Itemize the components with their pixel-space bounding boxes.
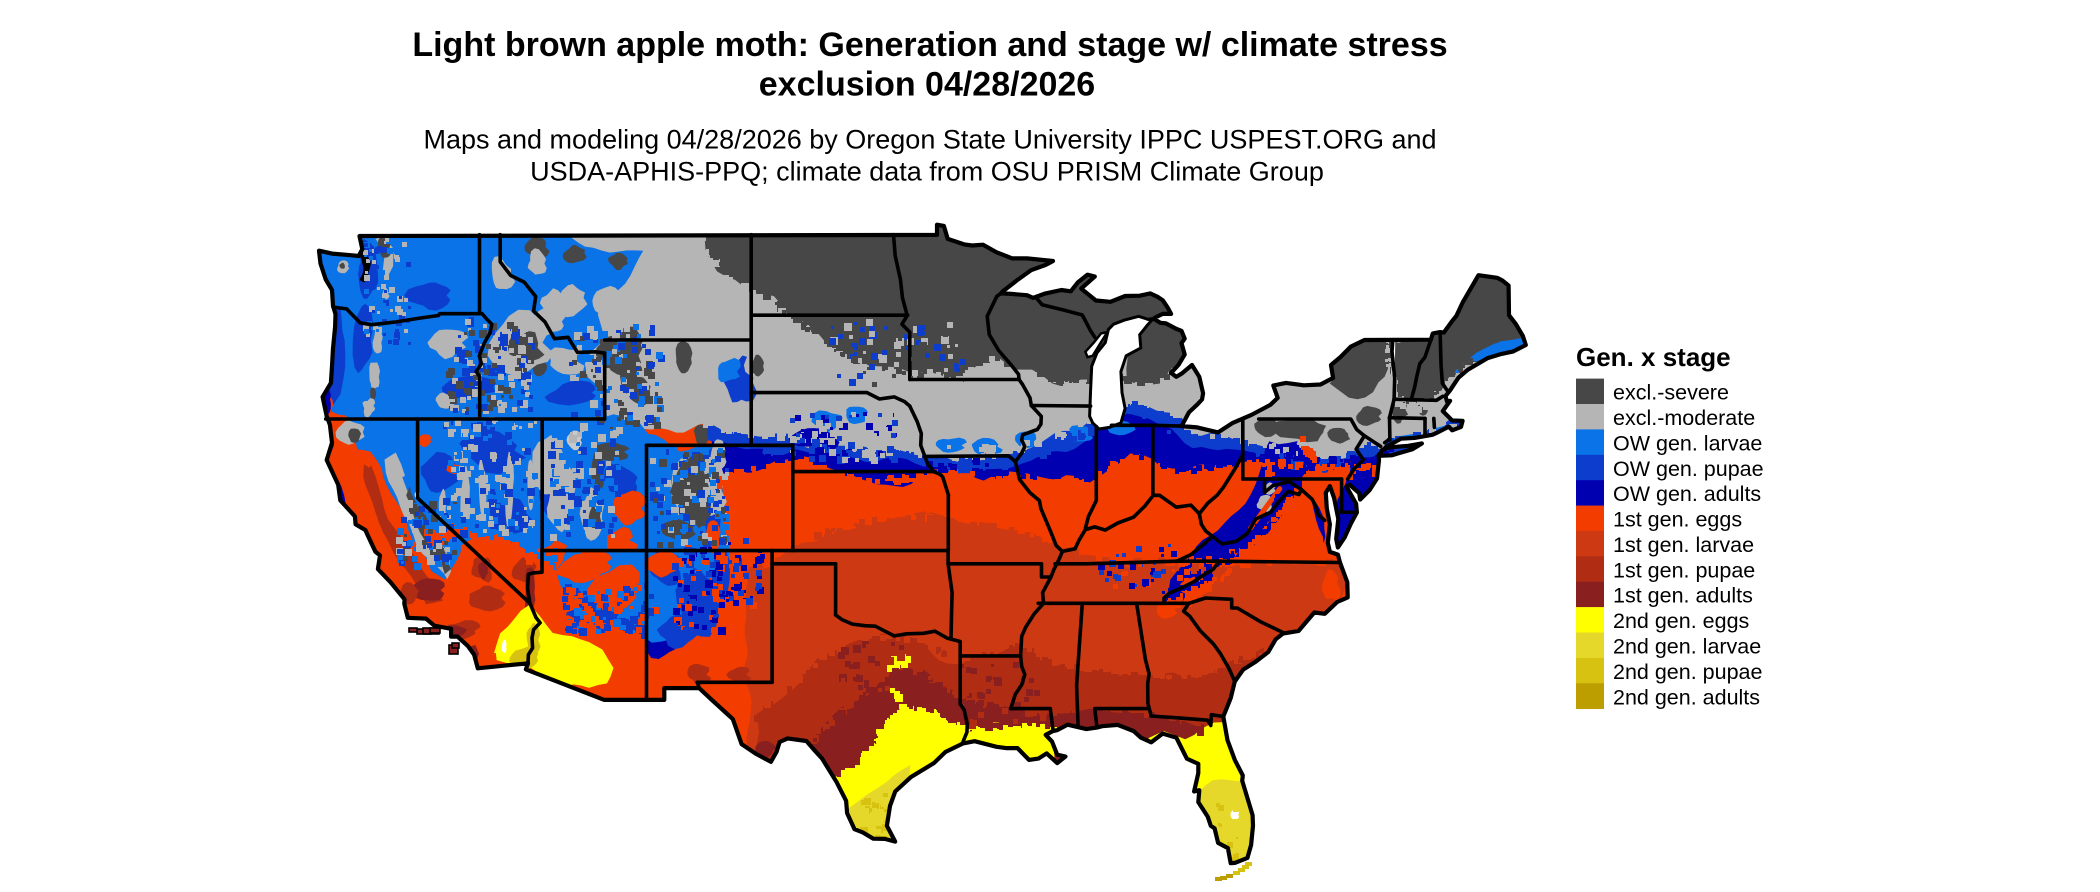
svg-text:2nd gen. eggs: 2nd gen. eggs: [1613, 609, 1749, 633]
svg-text:1st gen. eggs: 1st gen. eggs: [1613, 508, 1742, 532]
svg-text:Maps and modeling 04/28/2026 b: Maps and modeling 04/28/2026 by Oregon S…: [423, 125, 1436, 155]
svg-text:OW gen. larvae: OW gen. larvae: [1613, 431, 1762, 455]
svg-text:OW gen. adults: OW gen. adults: [1613, 482, 1761, 506]
svg-text:1st gen. larvae: 1st gen. larvae: [1613, 533, 1754, 557]
svg-text:Light brown apple moth: Genera: Light brown apple moth: Generation and s…: [412, 26, 1447, 64]
svg-text:2nd gen. pupae: 2nd gen. pupae: [1613, 660, 1762, 684]
svg-text:1st gen. adults: 1st gen. adults: [1613, 584, 1753, 608]
svg-text:1st gen. pupae: 1st gen. pupae: [1613, 558, 1755, 582]
svg-text:exclusion 04/28/2026: exclusion 04/28/2026: [759, 66, 1095, 104]
svg-text:2nd gen. adults: 2nd gen. adults: [1613, 685, 1760, 709]
svg-text:excl.-moderate: excl.-moderate: [1613, 406, 1755, 430]
svg-text:excl.-severe: excl.-severe: [1613, 381, 1729, 405]
svg-text:OW gen. pupae: OW gen. pupae: [1613, 457, 1764, 481]
svg-text:Gen. x stage: Gen. x stage: [1576, 342, 1731, 372]
svg-text:2nd gen. larvae: 2nd gen. larvae: [1613, 635, 1761, 659]
svg-text:USDA-APHIS-PPQ; climate data f: USDA-APHIS-PPQ; climate data from OSU PR…: [530, 157, 1324, 187]
